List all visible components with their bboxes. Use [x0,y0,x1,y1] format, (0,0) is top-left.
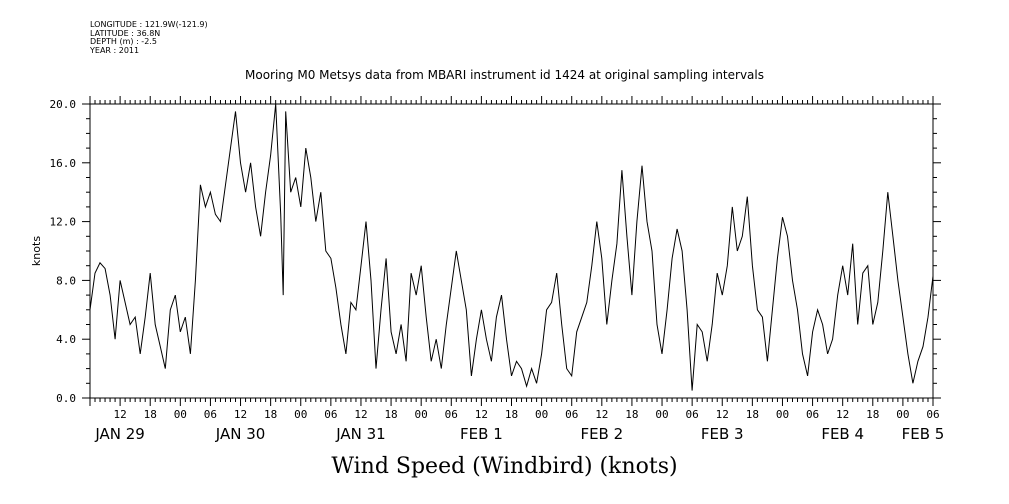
x-hour-label: 00 [415,408,428,421]
x-day-label: JAN 30 [215,425,266,443]
y-tick-label: 16.0 [50,157,77,170]
y-tick-label: 8.0 [56,274,76,287]
x-hour-label: 12 [595,408,608,421]
x-hour-label: 18 [384,408,397,421]
meta-depth: DEPTH (m) : -2.5 [90,37,157,46]
x-axis-title: Wind Speed (Windbird) (knots) [331,454,678,479]
x-hour-label: 06 [204,408,217,421]
y-tick-label: 0.0 [56,392,76,405]
y-tick-label: 4.0 [56,333,76,346]
x-day-label: FEB 1 [460,425,503,443]
x-hour-label: 12 [234,408,247,421]
x-hour-label: 12 [354,408,367,421]
x-hour-label: 12 [475,408,488,421]
wind-speed-series [89,103,934,391]
x-hour-label: 18 [625,408,638,421]
x-hour-label: 12 [113,408,126,421]
x-day-label: JAN 31 [335,425,386,443]
x-hour-label: 00 [896,408,909,421]
x-day-label: FEB 4 [821,425,864,443]
y-tick-label: 20.0 [50,98,77,111]
x-hour-label: 18 [144,408,157,421]
x-hour-label: 00 [655,408,668,421]
x-day-label: JAN 29 [94,425,145,443]
x-hour-label: 06 [926,408,939,421]
x-hour-label: 00 [174,408,187,421]
x-hour-label: 00 [776,408,789,421]
plot-frame [89,103,934,399]
x-hour-label: 18 [866,408,879,421]
x-hour-label: 18 [746,408,759,421]
x-hour-label: 18 [264,408,277,421]
metadata-block: LONGITUDE : 121.9W(-121.9) LATITUDE : 36… [90,20,208,55]
x-day-label: FEB 2 [580,425,623,443]
meta-longitude: LONGITUDE : 121.9W(-121.9) [90,20,208,29]
x-day-label: FEB 5 [902,425,945,443]
x-hour-label: 06 [324,408,337,421]
meta-year: YEAR : 2011 [90,45,140,55]
x-hour-label: 06 [565,408,578,421]
x-hour-label: 18 [505,408,518,421]
y-axis-label: knots [30,236,43,266]
x-hour-label: 12 [836,408,849,421]
x-hour-label: 06 [806,408,819,421]
y-tick-label: 12.0 [50,216,77,229]
x-hour-label: 00 [535,408,548,421]
x-hour-label: 00 [294,408,307,421]
x-hour-label: 12 [716,408,729,421]
meta-latitude: LATITUDE : 36.8N [90,28,161,38]
x-day-label: FEB 3 [701,425,744,443]
x-hour-label: 06 [686,408,699,421]
chart-title: Mooring M0 Metsys data from MBARI instru… [245,68,764,82]
x-hour-label: 06 [445,408,458,421]
